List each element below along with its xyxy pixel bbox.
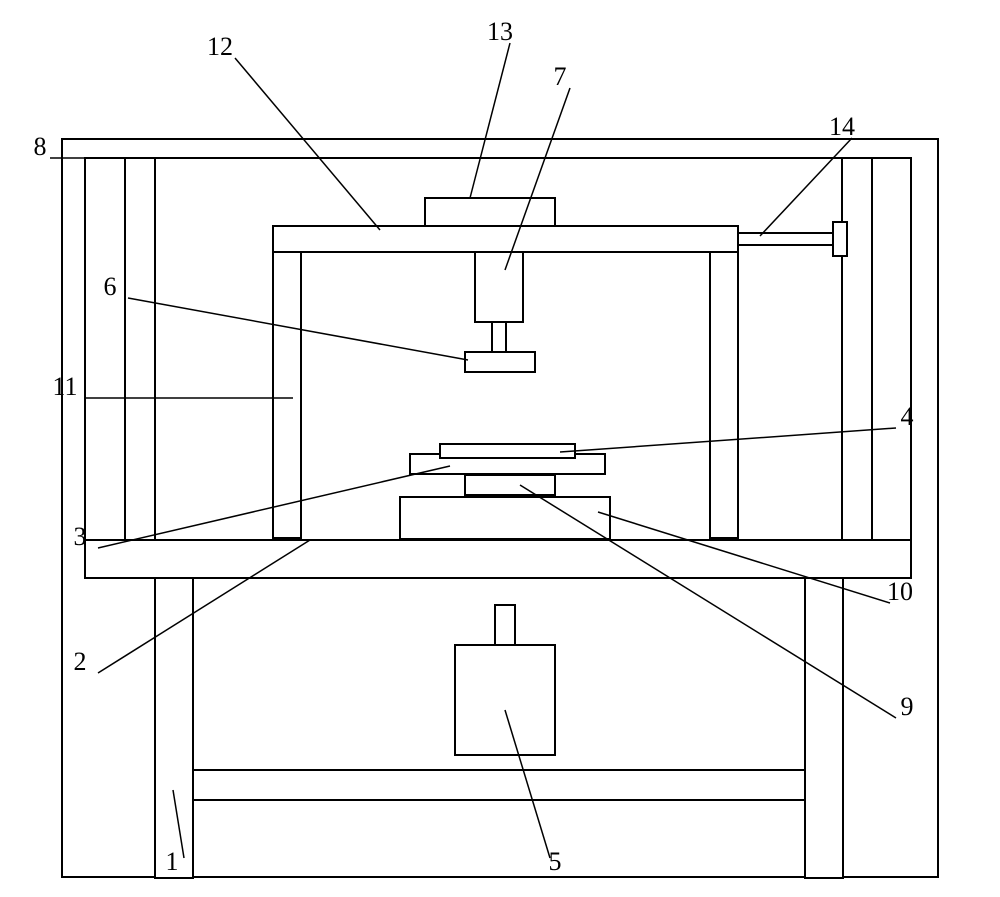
label-n11: 11 <box>52 372 77 401</box>
label-n1: 1 <box>166 847 179 876</box>
leader-l12 <box>235 58 380 230</box>
table-top <box>85 540 911 578</box>
label-n14: 14 <box>829 112 855 141</box>
label-n7: 7 <box>554 62 567 91</box>
label-n2: 2 <box>74 647 87 676</box>
outer-right-group <box>842 158 911 540</box>
leg-brace <box>193 770 805 800</box>
label-n12: 12 <box>207 32 233 61</box>
bolt-14-head <box>833 222 847 256</box>
label-n4: 4 <box>901 402 914 431</box>
cylinder-7 <box>475 252 523 322</box>
crossbar-12 <box>273 226 738 252</box>
motor-5 <box>455 645 555 755</box>
cap-13 <box>425 198 555 226</box>
label-n5: 5 <box>549 847 562 876</box>
leg-right <box>805 578 843 878</box>
tool-head-6 <box>465 352 535 372</box>
label-n8: 8 <box>34 132 47 161</box>
item-4 <box>440 444 575 458</box>
pedestal-10 <box>400 497 610 539</box>
label-n3: 3 <box>74 522 87 551</box>
motor-shaft <box>495 605 515 645</box>
outer-left-group <box>85 158 155 540</box>
leg-left <box>155 578 193 878</box>
label-n10: 10 <box>887 577 913 606</box>
rod-7 <box>492 322 506 352</box>
diagram-canvas: 1234567891011121314 <box>0 0 1000 897</box>
pillar-11-right <box>710 247 738 538</box>
item-9 <box>465 475 555 495</box>
bolt-14-shaft <box>738 233 833 245</box>
label-n13: 13 <box>487 17 513 46</box>
pillar-11-left <box>273 247 301 538</box>
label-n6: 6 <box>104 272 117 301</box>
label-n9: 9 <box>901 692 914 721</box>
leader-l13 <box>470 43 510 198</box>
